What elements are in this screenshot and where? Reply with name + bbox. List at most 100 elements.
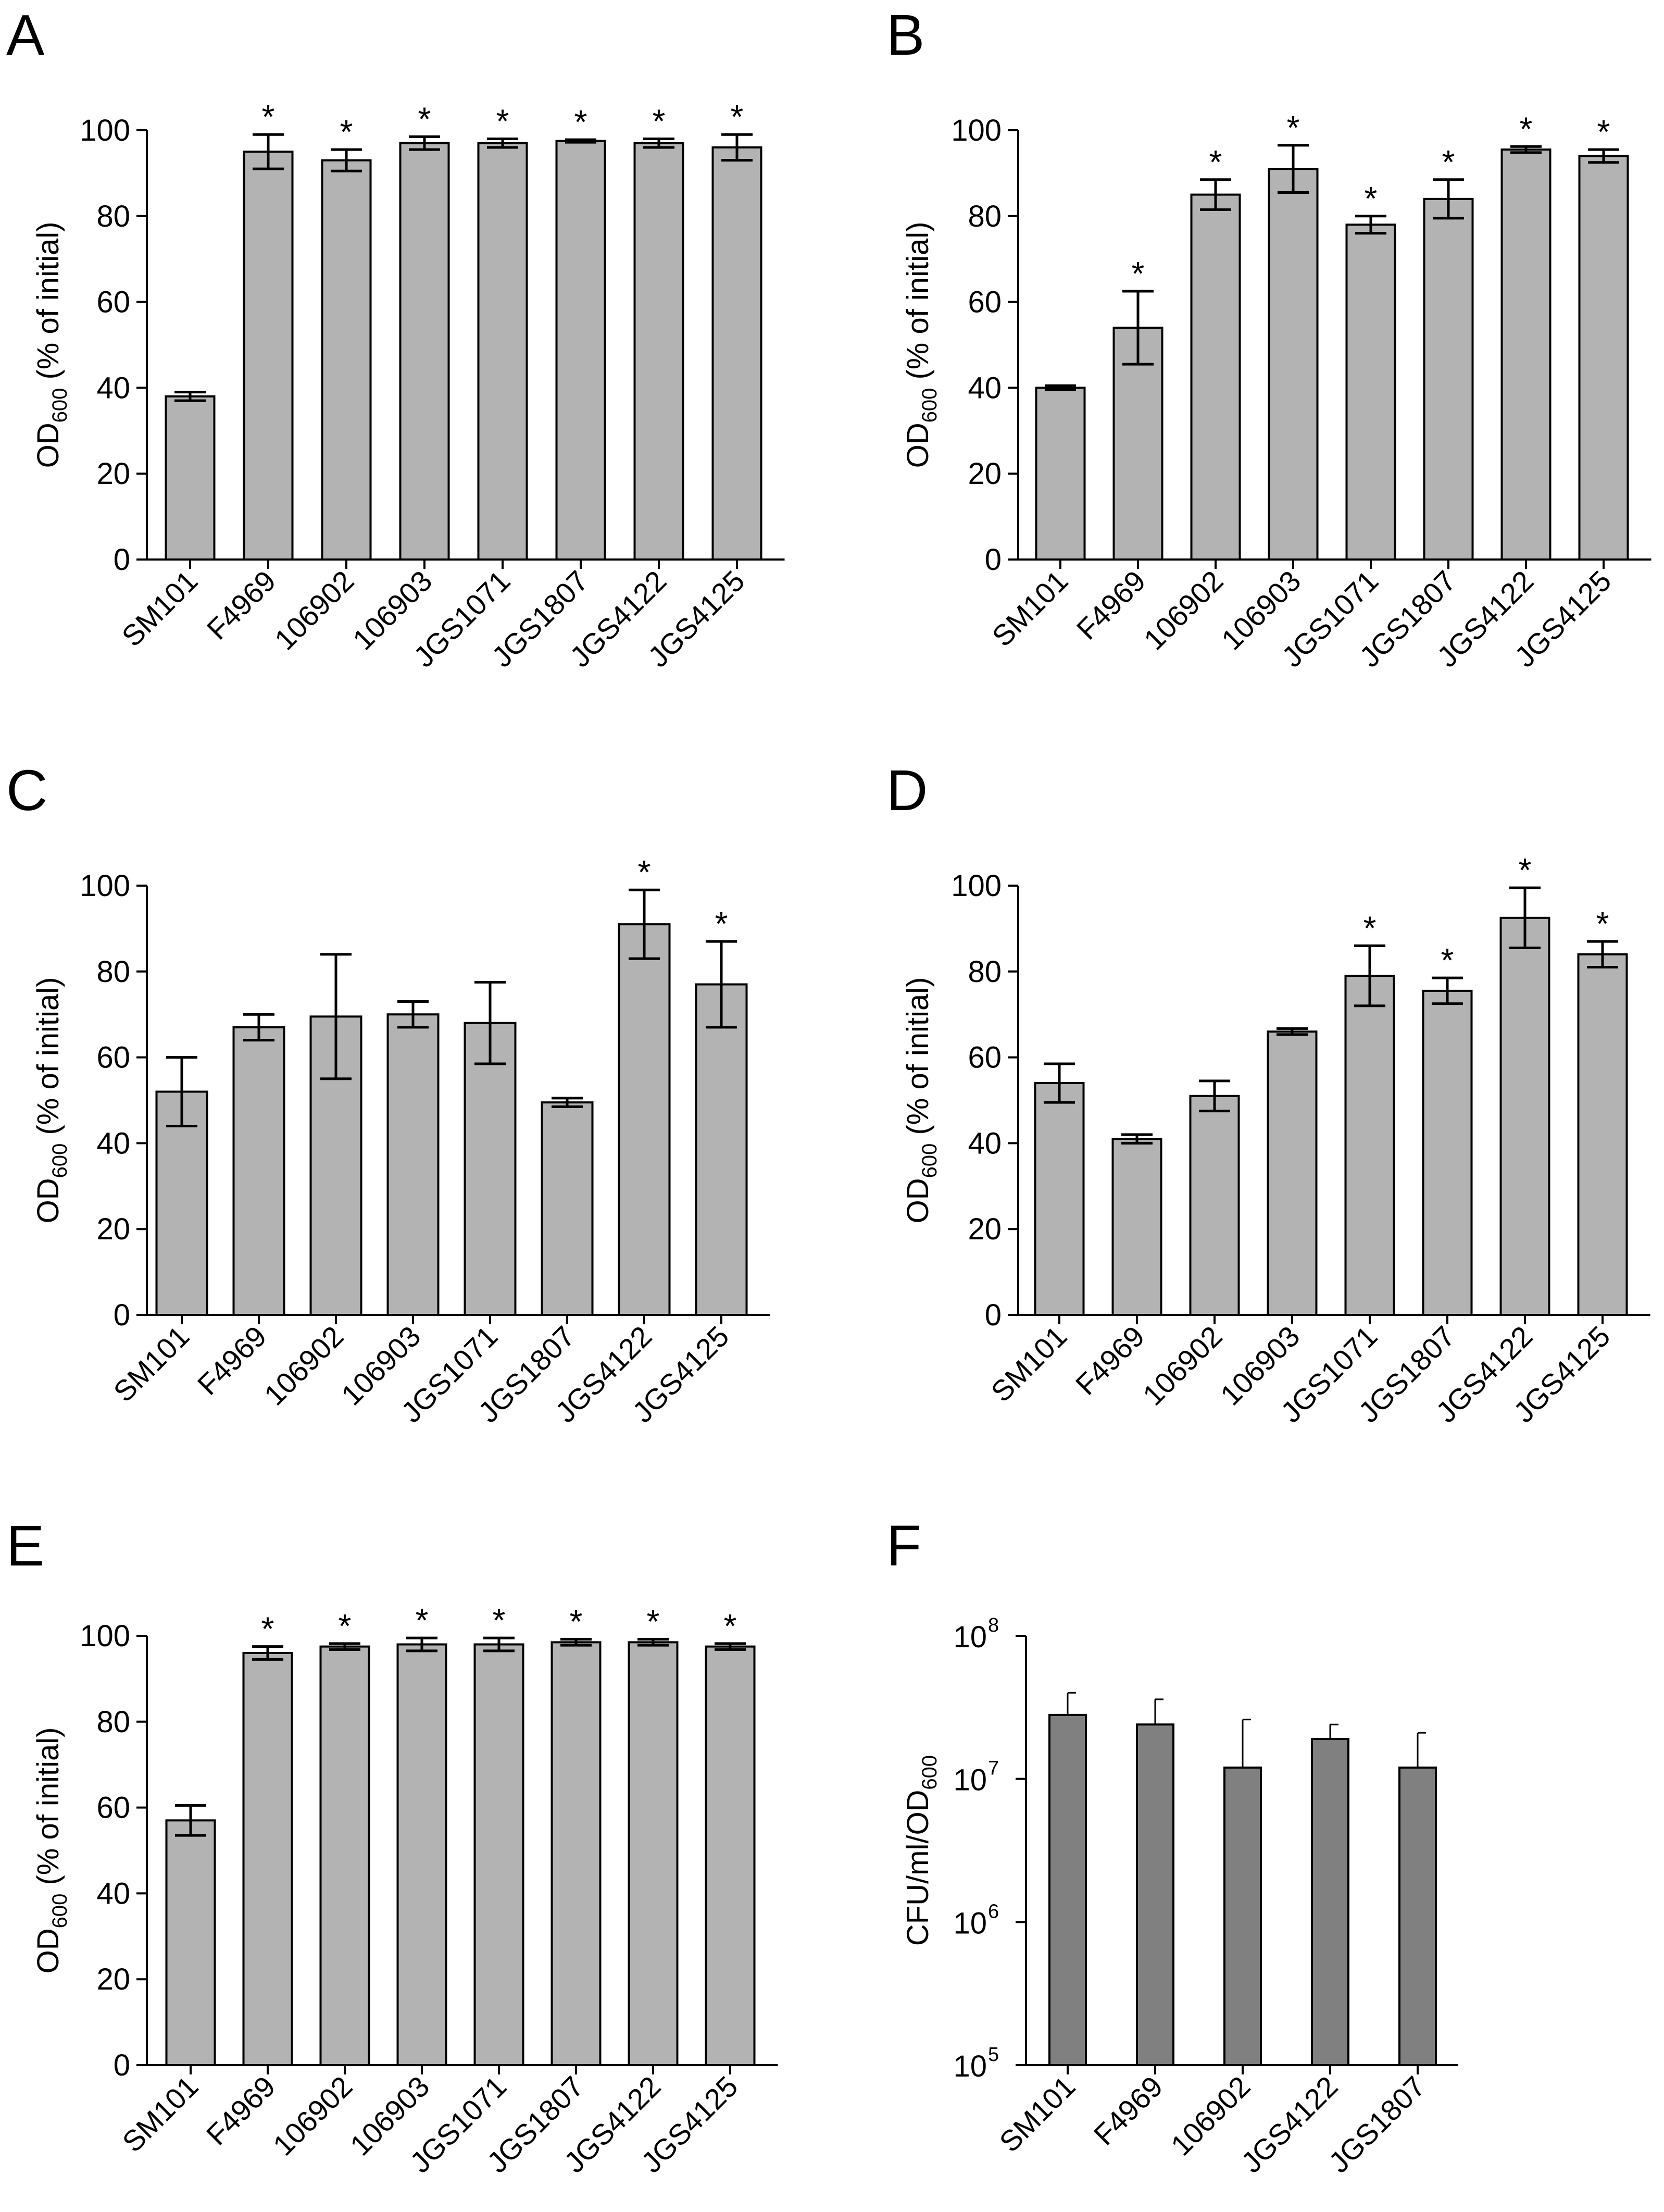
bar (1190, 193, 1241, 561)
x-tick-label: SM101 (115, 564, 204, 653)
x-tick-label: SM101 (985, 564, 1074, 653)
significance-marker: * (1520, 110, 1533, 147)
y-tick-label: 80 (96, 1705, 130, 1739)
x-tick-label: 106902 (267, 2070, 359, 2162)
significance-marker: * (1442, 143, 1455, 181)
y-tick-label: 40 (968, 371, 1002, 405)
y-axis-label: CFU/ml/OD600 (901, 1755, 941, 1946)
significance-marker: * (570, 1603, 583, 1641)
bar (541, 1101, 594, 1316)
bar (165, 395, 216, 561)
significance-marker: * (638, 853, 651, 891)
y-tick-label: 100 (951, 114, 1002, 147)
significance-marker: * (731, 98, 744, 135)
bar (396, 1643, 447, 2066)
bar (1034, 1082, 1085, 1316)
bar (386, 1013, 440, 1316)
bar (399, 142, 450, 561)
bar (695, 983, 748, 1316)
y-tick-label: 100 (951, 869, 1002, 903)
significance-marker: * (1597, 113, 1610, 151)
significance-marker: * (340, 113, 353, 151)
y-tick-label: 0 (114, 543, 130, 577)
y-tick-label: 80 (968, 200, 1002, 233)
x-tick-label: 106902 (1136, 1320, 1229, 1412)
bar (321, 159, 372, 561)
bar (1344, 975, 1395, 1316)
x-tick-label: SM101 (107, 1320, 195, 1408)
bar (705, 1645, 756, 2067)
x-tick-label: 106902 (1137, 564, 1230, 656)
bar (1499, 916, 1550, 1316)
bar (1048, 1713, 1087, 2066)
y-tick-label: 80 (96, 955, 130, 989)
y-tick-label: 20 (96, 1962, 130, 1996)
y-tick-exponent: 6 (988, 1900, 999, 1922)
bar (551, 1641, 602, 2067)
y-tick-label: 100 (80, 1619, 130, 1653)
bar (473, 1643, 524, 2066)
bar (232, 1026, 285, 1316)
bar (618, 923, 671, 1316)
significance-marker: * (1365, 180, 1378, 217)
bar (1423, 197, 1474, 561)
x-tick-label: 106902 (258, 1320, 350, 1412)
significance-marker: * (418, 100, 431, 138)
y-tick-label: 100 (80, 869, 130, 903)
y-tick-label: 40 (96, 371, 130, 405)
bar (1578, 155, 1629, 561)
significance-marker: * (496, 102, 509, 140)
panel-letter: C (6, 759, 47, 823)
bar (1136, 1723, 1174, 2067)
bar (633, 142, 684, 561)
y-tick-exponent: 8 (988, 1614, 999, 1636)
significance-marker: * (1287, 109, 1300, 146)
y-axis-label: OD600 (% of initial) (31, 977, 71, 1224)
bar (1345, 223, 1396, 561)
y-tick-label: 40 (968, 1126, 1002, 1160)
bar (1577, 953, 1628, 1316)
bar (1223, 1766, 1262, 2066)
y-tick-label: 20 (96, 1212, 130, 1246)
bar (1268, 168, 1319, 561)
y-tick-label: 10 (953, 1906, 987, 1940)
significance-marker: * (653, 102, 666, 140)
y-axis-label: OD600 (% of initial) (901, 977, 941, 1224)
y-tick-label: 20 (968, 457, 1002, 491)
bar (1398, 1766, 1437, 2066)
bar (319, 1645, 370, 2067)
y-tick-label: 60 (96, 285, 130, 319)
y-tick-label: 20 (968, 1212, 1002, 1246)
significance-marker: * (1596, 905, 1609, 942)
bar (628, 1641, 679, 2067)
significance-marker: * (715, 905, 728, 942)
panel-letter: A (6, 3, 45, 67)
y-tick-label: 10 (953, 2049, 987, 2083)
x-tick-label: 106902 (268, 564, 360, 656)
y-tick-exponent: 7 (988, 1758, 999, 1780)
y-tick-label: 0 (985, 1298, 1002, 1332)
y-tick-label: 0 (114, 1298, 130, 1332)
bar (1267, 1030, 1318, 1316)
y-tick-label: 0 (114, 2048, 130, 2082)
bar (1189, 1095, 1240, 1316)
bar (1111, 1138, 1162, 1316)
significance-marker: * (493, 1601, 506, 1639)
y-tick-label: 40 (96, 1126, 130, 1160)
y-tick-label: 60 (96, 1791, 130, 1825)
panel-letter: F (886, 1514, 921, 1578)
panel-letter: B (886, 3, 924, 67)
x-tick-label: JGS4122 (1235, 2070, 1344, 2179)
y-tick-label: 80 (968, 955, 1002, 989)
significance-marker: * (339, 1607, 352, 1645)
bar (1112, 327, 1163, 561)
bar (555, 140, 606, 561)
significance-marker: * (262, 98, 275, 135)
bar (243, 151, 294, 561)
